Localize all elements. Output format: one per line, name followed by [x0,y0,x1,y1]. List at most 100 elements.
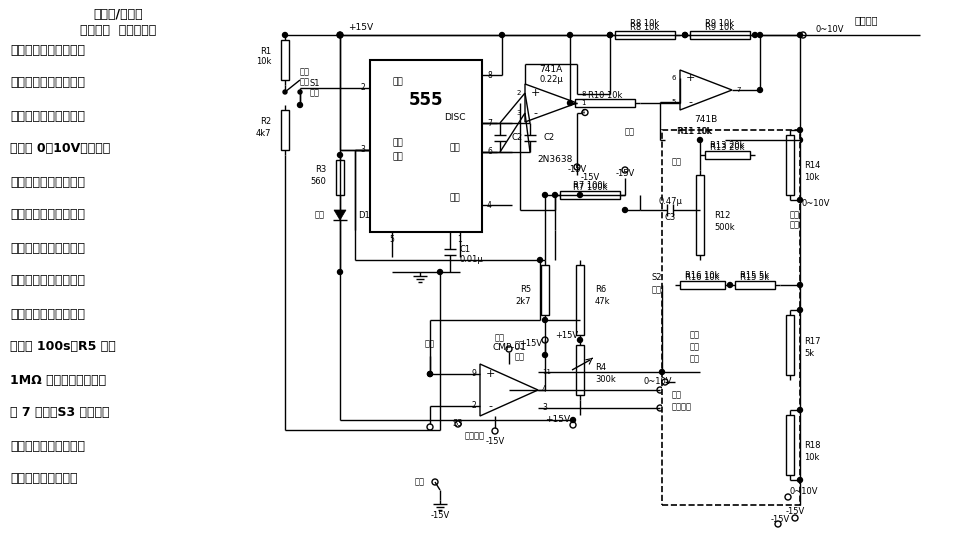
Text: R9 10k: R9 10k [706,20,734,29]
Text: -15V: -15V [567,165,587,175]
Circle shape [455,421,461,427]
Text: -: - [488,401,492,411]
Text: R1: R1 [260,48,271,56]
Circle shape [622,167,628,173]
Text: 式。在全斜坡方式中，: 式。在全斜坡方式中， [10,109,85,122]
Circle shape [574,164,580,170]
Circle shape [622,208,628,212]
Circle shape [577,192,582,197]
Circle shape [682,33,687,37]
Circle shape [570,417,575,423]
Circle shape [753,33,758,37]
Circle shape [570,422,576,428]
Text: 0~10V: 0~10V [790,487,818,496]
Text: 0~10V: 0~10V [815,25,843,35]
Text: 控制: 控制 [393,152,404,162]
Text: 10k: 10k [804,172,819,182]
Text: R6: R6 [595,286,606,294]
Text: R2: R2 [260,118,271,126]
Text: 可调节起始点和停止点: 可调节起始点和停止点 [10,209,85,222]
Circle shape [800,32,806,38]
Text: 10k: 10k [255,57,271,67]
Circle shape [798,127,802,132]
Circle shape [775,521,781,527]
Bar [575,99,635,107]
Circle shape [659,370,665,375]
Text: 10k: 10k [804,453,819,461]
Text: -15V: -15V [770,515,790,525]
Text: 6: 6 [487,147,491,157]
Text: R14: R14 [804,160,820,170]
Circle shape [337,269,342,274]
Text: 运行: 运行 [425,339,435,349]
Circle shape [607,33,612,37]
Circle shape [785,494,791,500]
Circle shape [727,282,732,287]
Text: +15V: +15V [555,331,578,339]
Text: 任何点使电路复位。: 任何点使电路复位。 [10,473,77,486]
Text: 斜坡输出: 斜坡输出 [855,15,878,25]
Text: -15V: -15V [580,173,600,183]
Circle shape [499,33,504,37]
Bar [560,191,620,199]
Text: 上部调节: 上部调节 [672,403,692,411]
Circle shape [798,33,802,37]
Text: 3: 3 [542,403,547,412]
Text: 3: 3 [517,110,521,116]
Circle shape [697,138,703,143]
Text: R15 5k: R15 5k [740,273,769,281]
Text: 0~10V: 0~10V [802,199,831,209]
Text: 参考: 参考 [690,343,700,352]
Text: 5k: 5k [804,350,814,358]
Text: C2: C2 [543,132,554,141]
Text: 7: 7 [487,119,491,127]
Text: DISC: DISC [445,113,466,121]
Circle shape [798,138,802,143]
Circle shape [798,478,802,482]
Text: R4: R4 [595,364,606,372]
Bar [735,281,775,289]
Circle shape [758,33,762,37]
Text: 到 7 分钟。S3 使斜坡停: 到 7 分钟。S3 使斜坡停 [10,406,109,420]
Bar [281,110,289,150]
Text: 4k7: 4k7 [255,130,271,139]
Text: -: - [533,108,537,118]
Text: 300k: 300k [595,376,616,384]
Text: 之间。当输出达到预定: 之间。当输出达到预定 [10,242,85,255]
Text: 斜坡方式中，输出位于: 斜坡方式中，输出位于 [10,176,85,189]
Circle shape [438,269,443,274]
Text: 运行: 运行 [495,333,505,343]
Text: 4: 4 [487,201,491,210]
Bar [576,345,584,395]
Text: 0.22μ: 0.22μ [539,74,563,83]
Text: 时间: 时间 [515,352,525,362]
Text: 斜坡: 斜坡 [515,340,525,350]
Text: R8 10k: R8 10k [631,20,660,29]
Text: 斜坡: 斜坡 [300,68,310,76]
Bar [281,40,289,80]
Text: 全部: 全部 [690,331,700,339]
Circle shape [542,352,548,358]
Text: 坡发生器  该斜坡电路: 坡发生器 该斜坡电路 [80,23,156,36]
Circle shape [283,33,288,37]
Text: 触发: 触发 [393,78,404,87]
Bar [696,175,704,255]
Text: R15 5k: R15 5k [740,270,769,280]
Text: 0~10V: 0~10V [644,377,672,386]
Text: 8: 8 [487,70,491,80]
Bar [786,315,794,375]
Text: 复位: 复位 [449,193,460,203]
Text: +15V: +15V [545,416,570,424]
Text: 止，可在斜坡周期内的: 止，可在斜坡周期内的 [10,440,85,453]
Circle shape [758,87,762,93]
Text: -15V: -15V [615,169,635,177]
Bar [786,415,794,475]
Text: R11 10k: R11 10k [678,127,712,137]
Text: +: + [685,73,694,83]
Circle shape [506,346,512,352]
Circle shape [427,371,433,377]
Text: 输出从 0～10V；在部分: 输出从 0～10V；在部分 [10,143,110,156]
Text: 斜坡停止: 斜坡停止 [465,431,485,441]
Circle shape [567,100,572,106]
Circle shape [283,90,287,94]
